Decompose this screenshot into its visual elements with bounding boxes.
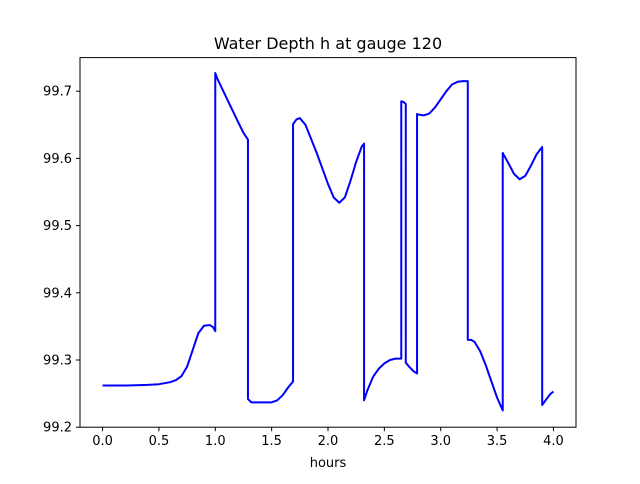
x-tick-label: 4.0 (543, 434, 564, 449)
series-line (102, 72, 555, 412)
y-tick-label: 99.6 (43, 152, 72, 167)
y-tick-label: 99.2 (43, 421, 72, 436)
x-axis-ticks: 0.0 0.5 1.0 1.5 2.0 2.5 3.0 3.5 4.0 (92, 427, 564, 449)
x-axis-label: hours (310, 456, 347, 471)
y-axis-ticks: 99.2 99.3 99.4 99.5 99.6 99.7 (43, 85, 80, 436)
plot-area (102, 72, 555, 412)
chart-title: Water Depth h at gauge 120 (214, 34, 442, 53)
x-tick-label: 1.0 (205, 434, 226, 449)
x-tick-label: 3.0 (430, 434, 451, 449)
x-tick-label: 0.0 (92, 434, 113, 449)
axes-frame (79, 57, 577, 428)
x-tick-label: 2.5 (374, 434, 395, 449)
y-tick-label: 99.4 (43, 286, 72, 301)
y-tick-label: 99.5 (43, 219, 72, 234)
x-tick-label: 2.0 (318, 434, 339, 449)
x-tick-label: 3.5 (487, 434, 508, 449)
x-tick-label: 0.5 (149, 434, 170, 449)
y-tick-label: 99.3 (43, 354, 72, 369)
y-tick-label: 99.7 (43, 85, 72, 100)
x-tick-label: 1.5 (261, 434, 282, 449)
